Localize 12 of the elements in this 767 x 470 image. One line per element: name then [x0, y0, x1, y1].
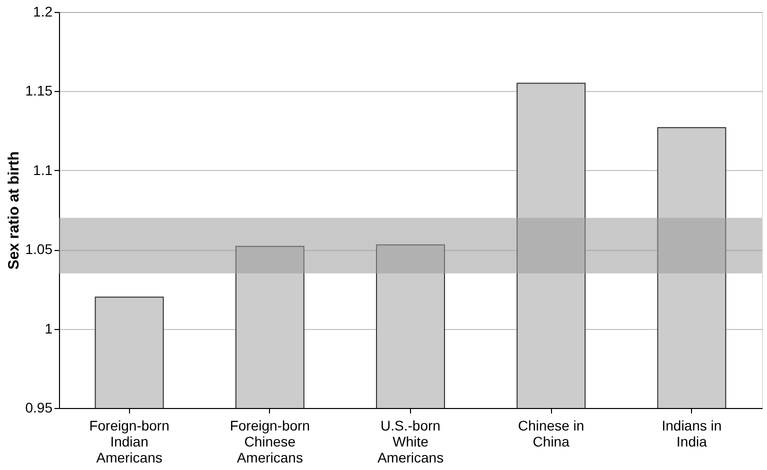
y-tick-label: 1	[44, 320, 53, 336]
x-tick-label: Chinese in China	[518, 418, 584, 450]
y-tick-label: 1.05	[25, 241, 53, 258]
y-axis-title: Sex ratio at birth	[5, 151, 22, 270]
x-tick-label: Foreign-born Chinese Americans	[230, 418, 310, 466]
x-tick-label: Foreign-born Indian Americans	[89, 418, 170, 466]
x-tick-label: Indians in India	[662, 418, 722, 450]
y-tick-label: 1.15	[25, 82, 53, 99]
y-tick-label: 0.95	[25, 400, 53, 416]
y-tick-label: 1.2	[33, 4, 53, 20]
x-tick-label: U.S.-born White Americans	[377, 418, 444, 466]
y-tick-label: 1.1	[33, 162, 53, 178]
